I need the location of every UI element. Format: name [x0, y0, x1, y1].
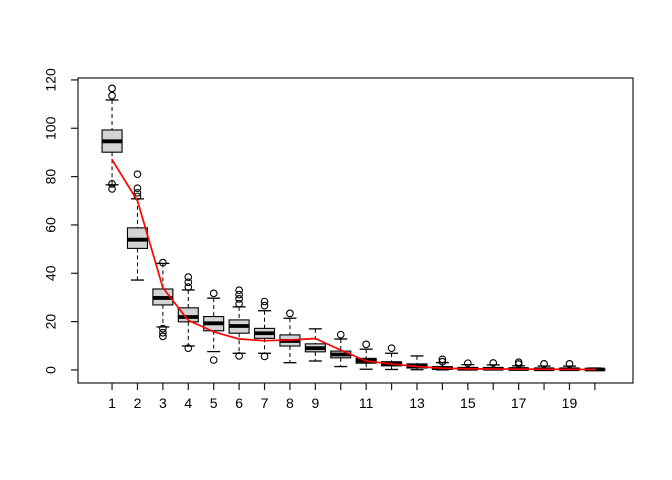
x-axis-tick-label: 15: [460, 395, 476, 411]
outlier-point: [336, 330, 345, 339]
outlier-point: [286, 309, 294, 318]
outlier-point: [108, 91, 116, 100]
outlier-point: [489, 359, 498, 367]
outlier-point: [209, 356, 218, 364]
x-axis-tick-label: 17: [511, 395, 527, 411]
outlier-point: [565, 360, 574, 368]
plot-frame: [77, 77, 634, 384]
x-axis-tick-label: 2: [134, 395, 142, 411]
x-axis-tick-label: 1: [108, 395, 116, 411]
outlier-point: [159, 332, 167, 341]
y-axis-tick-label: 80: [43, 169, 59, 185]
outlier-point: [184, 273, 193, 281]
outlier-point: [235, 352, 243, 360]
y-axis-tick-label: 60: [43, 217, 59, 233]
x-axis-tick-label: 19: [562, 395, 578, 411]
y-axis-tick-label: 100: [43, 116, 59, 140]
outlier-point: [184, 278, 193, 287]
y-axis-tick-label: 20: [43, 314, 59, 330]
overlay-line: [111, 158, 596, 371]
outlier-point: [184, 283, 193, 291]
outlier-point: [463, 359, 472, 368]
outlier-point: [133, 188, 142, 197]
x-axis-tick-label: 9: [311, 395, 319, 411]
x-axis-tick-label: 7: [261, 395, 269, 411]
outlier-point: [438, 357, 447, 366]
outlier-point: [108, 185, 116, 193]
outlier-point: [235, 295, 243, 303]
outlier-point: [235, 299, 243, 308]
x-axis-tick-label: 13: [409, 395, 425, 411]
x-axis-tick-label: 6: [235, 395, 243, 411]
outlier-point: [260, 301, 269, 310]
outlier-point: [362, 340, 371, 349]
outlier-point: [260, 297, 269, 306]
y-axis-tick-label: 120: [43, 68, 59, 92]
outlier-point: [159, 258, 167, 267]
outlier-point: [108, 180, 116, 188]
outlier-point: [184, 344, 193, 353]
outlier-point: [387, 344, 396, 353]
outlier-point: [133, 184, 142, 193]
outlier-point: [159, 328, 167, 337]
x-axis-tick-label: 8: [286, 395, 294, 411]
outlier-point: [235, 290, 243, 299]
y-axis-tick-label: 0: [43, 366, 59, 374]
x-axis-tick-label: 11: [359, 395, 374, 411]
outlier-point: [209, 289, 218, 298]
outlier-point: [260, 352, 269, 361]
outlier-point: [108, 84, 116, 93]
x-axis-tick-label: 5: [210, 395, 218, 411]
outlier-point: [438, 355, 447, 364]
outlier-point: [159, 324, 167, 333]
x-axis-tick-label: 3: [159, 395, 167, 411]
outlier-point: [235, 286, 243, 295]
y-axis-tick-label: 40: [43, 265, 59, 281]
outlier-point: [540, 360, 548, 368]
x-axis-tick-label: 4: [184, 395, 192, 411]
outlier-point: [133, 170, 142, 179]
outlier-point: [514, 360, 523, 368]
